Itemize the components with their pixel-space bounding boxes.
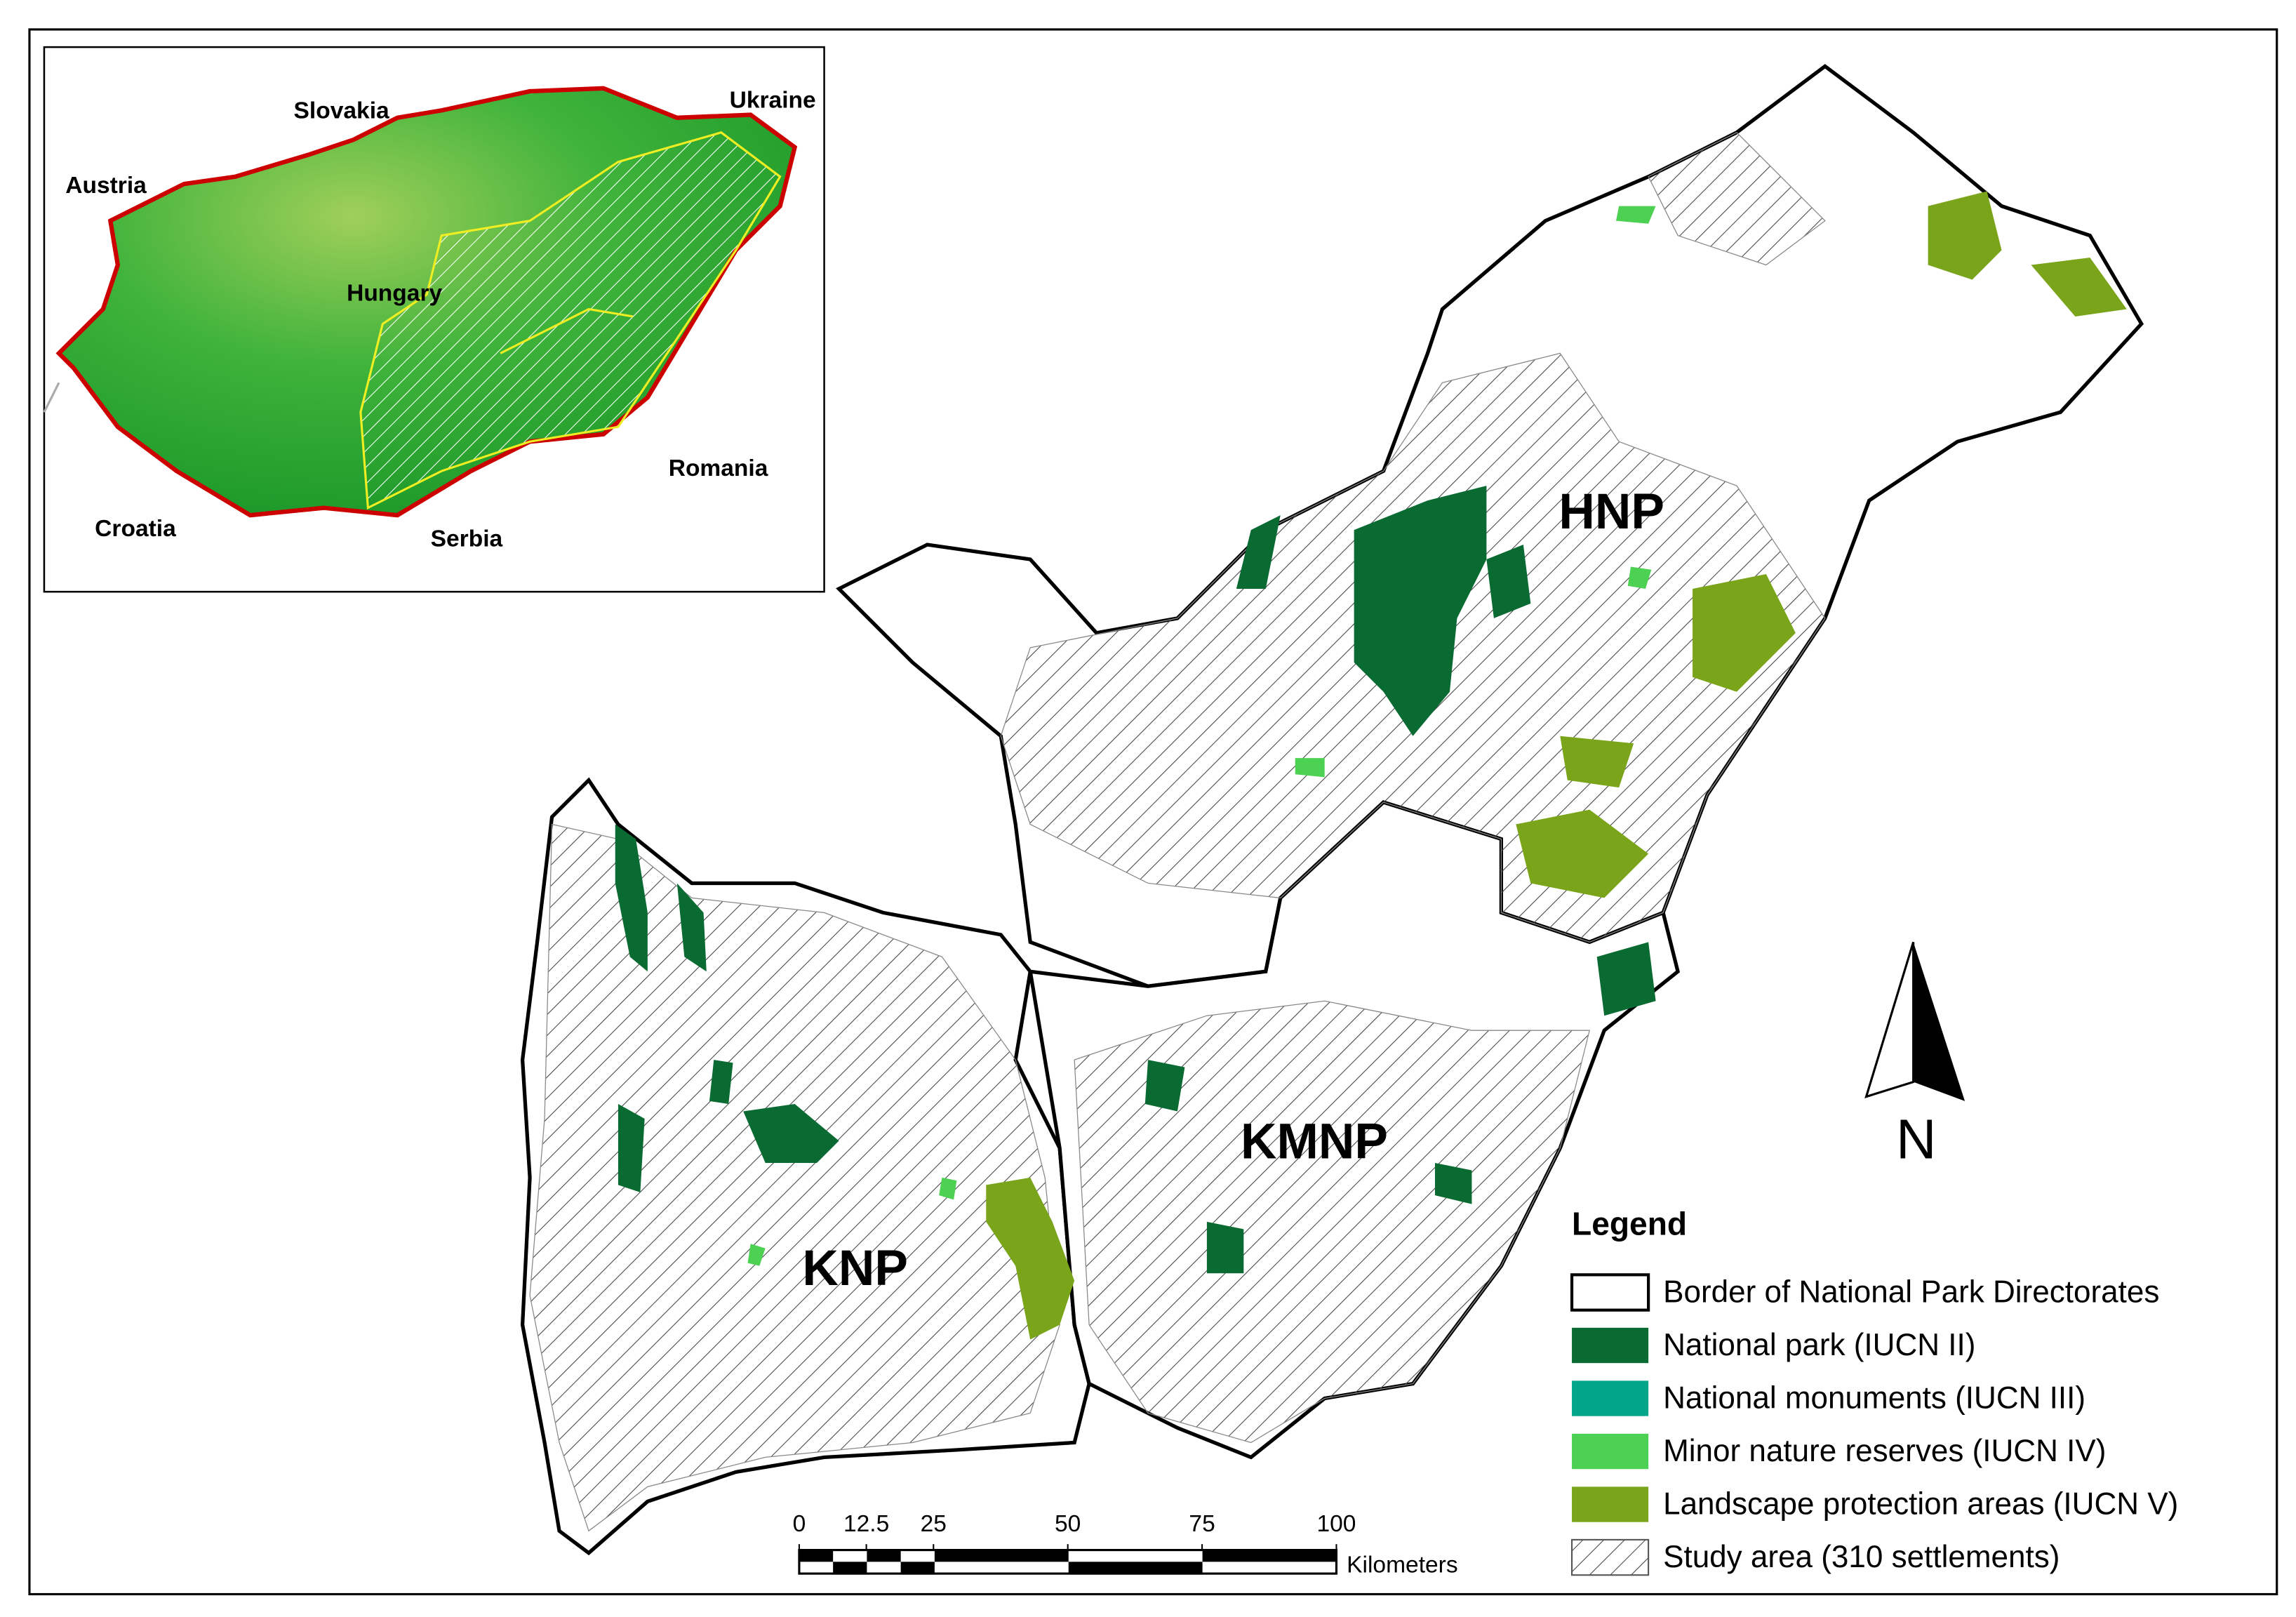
- inset-map: Slovakia Ukraine Austria Hungary Romania…: [43, 46, 825, 593]
- scale-tick-label: 12.5: [843, 1511, 889, 1537]
- landscape-protection: [986, 191, 2127, 1340]
- legend-item: National park (IUCN II): [1663, 1328, 1975, 1362]
- country-label: Hungary: [347, 280, 442, 306]
- legend-item: Landscape protection areas (IUCN V): [1663, 1486, 2178, 1521]
- country-label: Slovakia: [294, 98, 389, 124]
- study-area: [529, 132, 1826, 1532]
- legend-item: Minor nature reserves (IUCN IV): [1663, 1434, 2106, 1468]
- region-label: HNP: [1559, 484, 1664, 540]
- frame: [28, 28, 2278, 1596]
- national-parks: [615, 486, 1656, 1274]
- minor-reserves: [747, 206, 1656, 1266]
- scale-tick-label: 25: [921, 1511, 947, 1537]
- legend-item: National monuments (IUCN III): [1663, 1380, 2085, 1415]
- country-label: Romania: [669, 455, 768, 481]
- region-label: KMNP: [1241, 1114, 1388, 1170]
- legend-title: Legend: [1572, 1205, 1687, 1242]
- scale-bar: Kilometers 0 12.5 25 50 75 100: [793, 1511, 1458, 1578]
- country-label: Austria: [65, 173, 147, 199]
- north-arrow: N: [1864, 941, 1965, 1171]
- scale-tick-label: 75: [1189, 1511, 1215, 1537]
- north-label: N: [1896, 1108, 1937, 1171]
- legend-item: Study area (310 settlements): [1663, 1540, 2060, 1574]
- main-map: HNP KMNP KNP: [520, 64, 2144, 1556]
- region-label: KNP: [802, 1240, 908, 1296]
- scale-tick-label: 100: [1316, 1511, 1356, 1537]
- legend: Legend Border of National Park Directora…: [1570, 1205, 2178, 1576]
- legend-item: Border of National Park Directorates: [1663, 1275, 2159, 1309]
- country-label: Ukraine: [730, 88, 816, 114]
- scale-unit: Kilometers: [1347, 1552, 1457, 1578]
- scale-tick-label: 50: [1055, 1511, 1081, 1537]
- scale-tick-label: 0: [793, 1511, 806, 1537]
- country-label: Serbia: [431, 526, 503, 552]
- country-label: Croatia: [95, 516, 176, 542]
